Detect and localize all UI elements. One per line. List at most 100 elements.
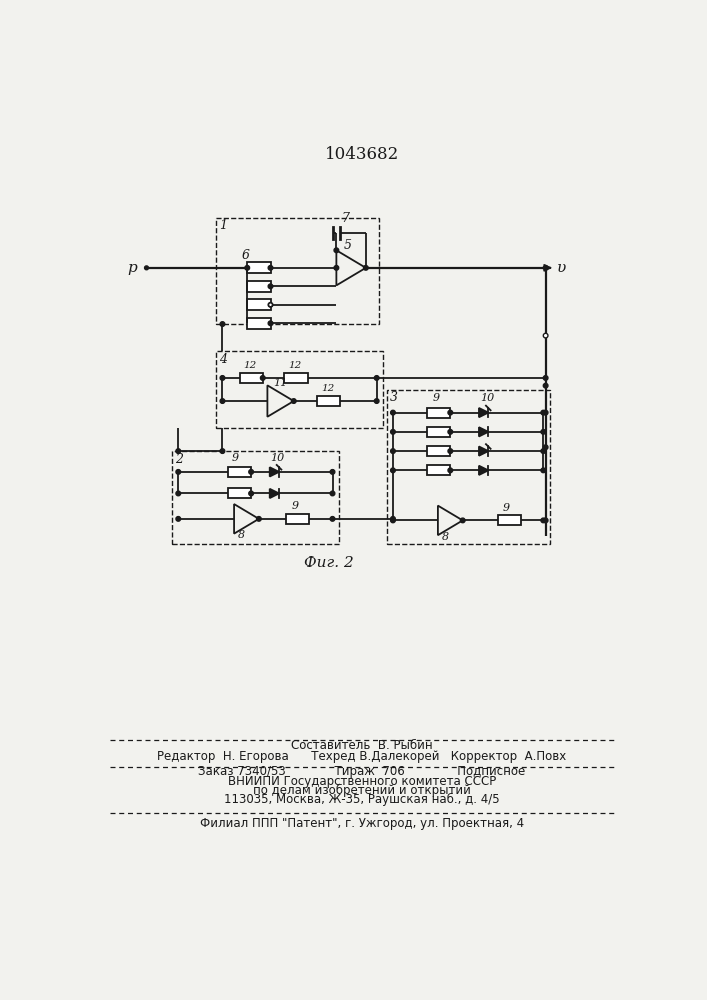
Circle shape — [330, 517, 335, 521]
Text: 3: 3 — [390, 391, 398, 404]
Circle shape — [330, 470, 335, 474]
Text: 12: 12 — [288, 361, 302, 370]
Circle shape — [249, 470, 253, 474]
Circle shape — [176, 449, 180, 453]
Bar — [427, 408, 450, 418]
Circle shape — [257, 517, 261, 521]
Bar — [240, 373, 263, 383]
Bar — [284, 373, 308, 383]
Bar — [498, 515, 521, 525]
Circle shape — [541, 449, 546, 453]
Circle shape — [391, 518, 395, 523]
Text: 1: 1 — [219, 219, 228, 232]
Circle shape — [543, 445, 548, 450]
Text: 11: 11 — [274, 378, 288, 388]
Bar — [427, 465, 450, 475]
Circle shape — [268, 321, 273, 326]
Text: 10: 10 — [271, 453, 285, 463]
Text: 10: 10 — [480, 393, 494, 403]
Text: 12: 12 — [243, 361, 257, 370]
Circle shape — [543, 266, 548, 270]
Circle shape — [249, 491, 253, 496]
Text: 7: 7 — [341, 212, 350, 225]
Circle shape — [220, 449, 225, 453]
Text: 8: 8 — [442, 532, 449, 542]
Bar — [247, 262, 271, 273]
Polygon shape — [479, 466, 489, 475]
Circle shape — [374, 376, 379, 380]
Text: 5: 5 — [344, 239, 352, 252]
Text: 2: 2 — [175, 453, 183, 466]
Bar — [387, 389, 549, 544]
Bar — [228, 488, 251, 498]
Bar — [216, 218, 379, 324]
Circle shape — [543, 518, 548, 523]
Circle shape — [176, 517, 180, 521]
Text: Заказ 7340/53             Тираж  706              Подписное: Заказ 7340/53 Тираж 706 Подписное — [199, 765, 525, 778]
Text: 9: 9 — [433, 393, 440, 403]
Text: р: р — [128, 261, 137, 275]
Circle shape — [543, 333, 548, 338]
Text: ВНИИПИ Государственного комитета СССР: ВНИИПИ Государственного комитета СССР — [228, 775, 496, 788]
Circle shape — [374, 399, 379, 403]
Bar — [247, 299, 271, 310]
Circle shape — [291, 399, 296, 403]
Circle shape — [220, 399, 225, 403]
Circle shape — [391, 410, 395, 415]
Circle shape — [460, 518, 465, 523]
Text: Редактор  Н. Егорова      Техред В.Далекорей   Корректор  А.Повх: Редактор Н. Егорова Техред В.Далекорей К… — [158, 750, 566, 763]
Polygon shape — [270, 489, 279, 498]
Circle shape — [334, 248, 339, 253]
Circle shape — [543, 410, 548, 415]
Circle shape — [541, 410, 546, 415]
Circle shape — [176, 470, 180, 474]
Circle shape — [268, 302, 273, 307]
Text: Филиал ППП "Патент", г. Ужгород, ул. Проектная, 4: Филиал ППП "Патент", г. Ужгород, ул. Про… — [200, 817, 524, 830]
Bar — [216, 351, 383, 428]
Circle shape — [268, 284, 273, 289]
Polygon shape — [479, 427, 489, 436]
Circle shape — [541, 468, 546, 473]
Bar — [286, 514, 309, 524]
Circle shape — [144, 266, 148, 270]
Circle shape — [268, 266, 273, 270]
Circle shape — [541, 518, 546, 523]
Text: 1043682: 1043682 — [325, 146, 399, 163]
Text: 8: 8 — [238, 530, 245, 540]
Circle shape — [269, 303, 272, 307]
Circle shape — [448, 468, 452, 473]
Text: υ: υ — [556, 261, 566, 275]
Circle shape — [245, 266, 250, 270]
Text: 6: 6 — [242, 249, 250, 262]
Text: Фиг. 2: Фиг. 2 — [304, 556, 354, 570]
Circle shape — [391, 449, 395, 453]
Polygon shape — [479, 446, 489, 456]
Circle shape — [541, 430, 546, 434]
Circle shape — [220, 322, 225, 326]
Circle shape — [543, 383, 548, 388]
Text: 4: 4 — [219, 353, 228, 366]
Bar — [228, 467, 251, 477]
Circle shape — [391, 430, 395, 434]
Circle shape — [334, 266, 339, 270]
Text: 9: 9 — [503, 503, 510, 513]
Circle shape — [543, 376, 548, 380]
Text: 9: 9 — [232, 453, 239, 463]
Polygon shape — [479, 408, 489, 417]
Bar — [247, 281, 271, 292]
Bar — [247, 318, 271, 329]
Text: 12: 12 — [321, 384, 334, 393]
Circle shape — [330, 491, 335, 496]
Circle shape — [448, 410, 452, 415]
Bar — [427, 446, 450, 456]
Circle shape — [391, 468, 395, 473]
Bar — [427, 427, 450, 437]
Text: 113035, Москва, Ж-35, Раушская наб., д. 4/5: 113035, Москва, Ж-35, Раушская наб., д. … — [224, 793, 500, 806]
Circle shape — [260, 376, 265, 380]
Circle shape — [448, 449, 452, 453]
Bar — [317, 396, 340, 406]
Circle shape — [363, 266, 368, 270]
Circle shape — [220, 376, 225, 380]
Text: Составитель  В. Рыбин: Составитель В. Рыбин — [291, 739, 433, 752]
Circle shape — [448, 430, 452, 434]
